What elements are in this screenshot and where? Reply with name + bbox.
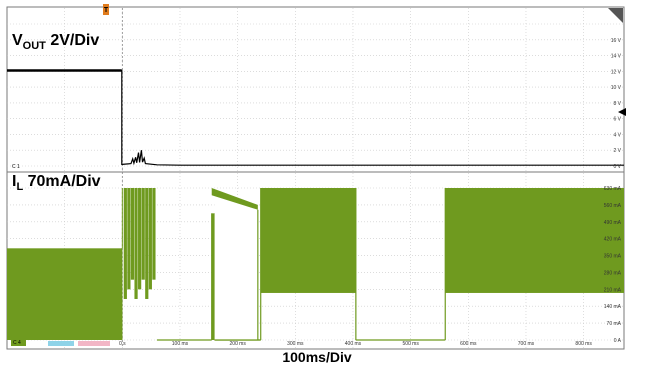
ch1-y-tick-labels: 16 V 14 V 12 V 10 V 8 V 6 V 4 V 2 V 0 V [611,38,622,170]
ch4-y-tick: 560 mA [604,203,622,209]
ch1-y-tick: 0 V [613,164,621,170]
ch4-y-tick: 490 mA [604,220,622,226]
x-tick: 700 ms [518,341,535,347]
ch4-y-tick: 0 A [614,338,622,344]
ch4-tag: C 4 [13,340,21,346]
x-tick: 300 ms [287,341,304,347]
ch4-burst [141,188,145,280]
ch1-y-tick: 12 V [611,69,622,75]
x-tick: 0 s [119,341,126,347]
ch4-burst [138,188,142,290]
trigger-marker[interactable]: T [103,4,109,15]
ch1-y-tick: 2 V [613,148,621,154]
ch4-y-tick: 280 mA [604,270,622,276]
ch4-burst [152,188,156,280]
ch4-y-tick: 630 mA [604,186,622,192]
ch4-y-tick: 70 mA [607,321,622,327]
x-tick: 200 ms [229,341,246,347]
ch4-trace [7,188,624,341]
ch4-label: IL 70mA/Div [12,173,101,193]
ch1-ground-marker-icon[interactable] [618,108,626,116]
x-tick: 100 ms [172,341,189,347]
x-tick: 800 ms [575,341,592,347]
ch4-y-tick-labels: 630 mA 560 mA 490 mA 420 mA 350 mA 280 mA 210 … [604,186,622,344]
ch1-line [7,69,624,166]
ch4-y-tick: 350 mA [604,254,622,260]
ch1-y-tick: 8 V [613,101,621,107]
ch4-burst [145,188,149,299]
ch4-band [7,248,123,340]
ch4-burst [123,188,127,299]
ch4-burst [148,188,152,290]
ch4-decay-band [211,188,258,210]
ch1-y-tick: 10 V [611,85,622,91]
ch4-tag-bg [11,337,26,346]
corner-menu-icon[interactable] [608,8,623,23]
ch4-band [260,188,356,293]
x-tick: 600 ms [460,341,477,347]
cursor-a[interactable] [48,341,74,346]
ch1-tag: C 1 [12,164,20,170]
ch1-y-tick: 4 V [613,132,621,138]
ch1-trace [7,69,624,166]
ch4-y-tick: 420 mA [604,237,622,243]
ch1-y-tick: 6 V [613,117,621,123]
ch1-y-tick: 16 V [611,38,622,44]
x-tick: 500 ms [402,341,419,347]
ch4-band [445,188,624,293]
ch4-burst [130,188,135,280]
ch4-gap-mask [214,188,258,340]
x-tick: 400 ms [345,341,362,347]
ch1-y-tick: 14 V [611,54,622,60]
ch4-burst [134,188,138,299]
ch4-y-tick: 210 mA [604,287,622,293]
x-axis-label: 100ms/Div [282,349,351,365]
trigger-label: T [104,7,109,14]
ch1-label: VOUT 2V/Div [12,32,99,52]
ch4-y-tick: 140 mA [604,304,622,310]
ch4-burst [127,188,131,290]
ch4-band [211,213,215,340]
cursor-b[interactable] [78,341,110,346]
